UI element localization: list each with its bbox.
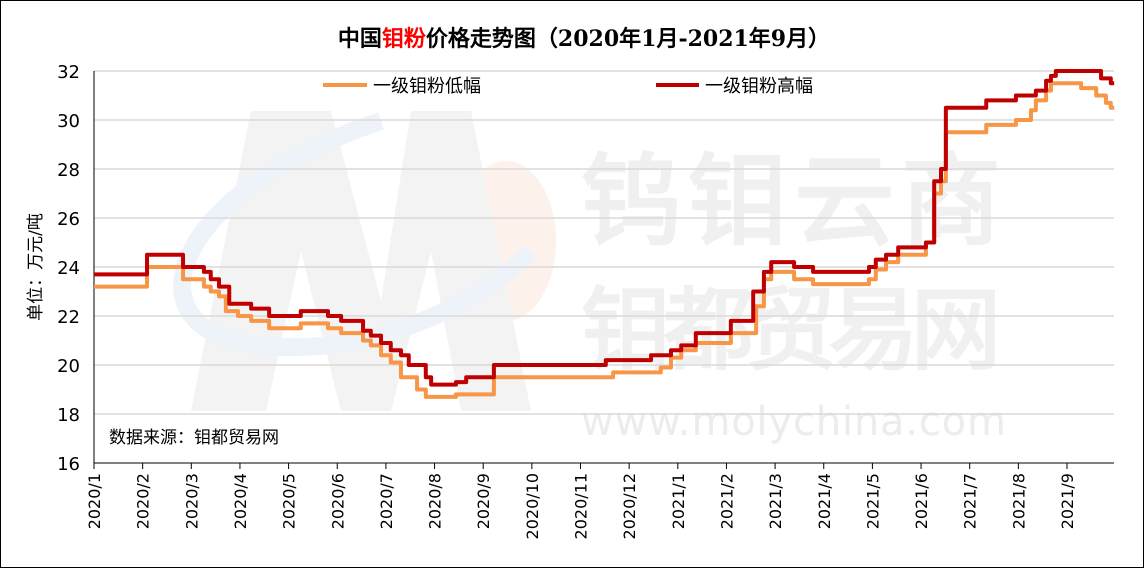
title-part-3: 价格走势图（2020年1月-2021年9月） — [426, 26, 830, 52]
x-tick-label: 2021/5 — [863, 473, 882, 529]
x-tick-label: 2020/4 — [231, 473, 250, 529]
x-tick-label: 2020/6 — [328, 473, 347, 529]
x-tick-label: 2020/12 — [620, 473, 639, 539]
y-tick-label: 20 — [57, 356, 80, 377]
series-line-low — [94, 81, 1115, 399]
x-tick-label: 2021/9 — [1058, 473, 1077, 529]
legend-label-high: 一级钼粉高幅 — [705, 76, 813, 97]
y-tick-label: 18 — [57, 405, 80, 426]
x-tick-label: 2021/3 — [766, 473, 785, 529]
y-tick-label: 22 — [57, 307, 80, 328]
watermark-logo-swoosh — [173, 112, 538, 357]
x-tick-label: 2020/9 — [474, 473, 493, 529]
y-tick-label: 32 — [57, 62, 80, 83]
y-tick-label: 30 — [57, 111, 80, 132]
x-tick-label: 2020/7 — [377, 473, 396, 529]
x-tick-label: 2020/11 — [572, 473, 591, 539]
watermark-logo-m-shape — [191, 111, 531, 411]
y-tick-label: 16 — [57, 454, 80, 475]
y-axis-label: 单位：万元/吨 — [26, 213, 46, 321]
x-tick-label: 2021/7 — [961, 473, 980, 529]
legend: 一级钼粉低幅 一级钼粉高幅 — [323, 76, 813, 97]
x-tick-label: 2021/8 — [1009, 473, 1028, 529]
chart-title: 中国钼粉价格走势图（2020年1月-2021年9月） — [338, 26, 830, 52]
watermark-text-2: 钼都贸易网 — [581, 278, 1001, 383]
series-line-high — [94, 69, 1115, 387]
x-tick-label: 2020/1 — [85, 473, 104, 529]
x-tick-label: 2020/2 — [134, 473, 153, 529]
y-tick-label: 26 — [57, 209, 80, 230]
y-tick-label: 24 — [57, 258, 80, 279]
watermark-text-3: www.molychina.com — [581, 399, 1006, 445]
x-tick-label: 2021/2 — [717, 473, 736, 529]
source-note: 数据来源：钼都贸易网 — [109, 428, 279, 448]
x-tick-label: 2020/8 — [426, 473, 445, 529]
title-part-accent: 钼粉 — [382, 26, 426, 52]
x-tick-label: 2020/3 — [182, 473, 201, 529]
x-tick-label: 2020/5 — [280, 473, 299, 529]
x-tick-label: 2021/4 — [815, 473, 834, 529]
x-tick-label: 2021/6 — [912, 473, 931, 529]
x-tick-label: 2020/10 — [523, 473, 542, 539]
title-part-1: 中国 — [338, 26, 382, 52]
watermark-text-1: 钨钼云商 — [581, 143, 1001, 260]
x-tick-label: 2021/1 — [669, 473, 688, 529]
legend-label-low: 一级钼粉低幅 — [373, 76, 481, 97]
y-tick-label: 28 — [57, 160, 80, 181]
